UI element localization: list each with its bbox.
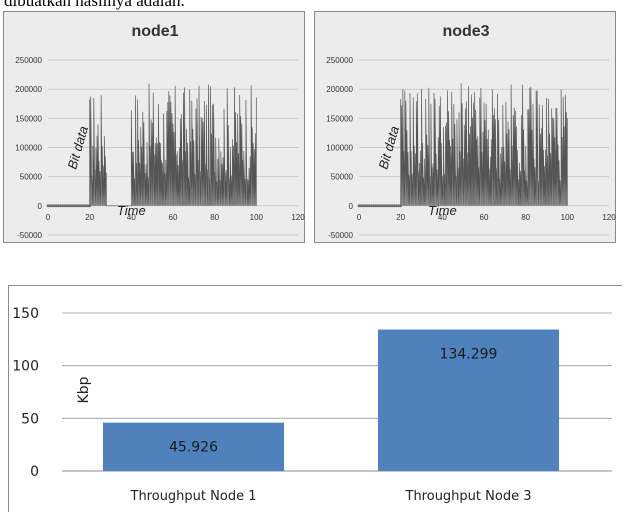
data-point	[61, 204, 64, 208]
series-line	[359, 83, 568, 207]
y-tick-label: 250000	[326, 56, 353, 65]
data-point	[378, 204, 382, 208]
data-point	[71, 204, 75, 208]
x-tick-label: 0	[46, 213, 51, 222]
series-markers	[357, 204, 403, 208]
top-text: dibuatkan hasilnya adalah.	[4, 0, 185, 10]
data-point	[382, 204, 386, 208]
data-point	[359, 204, 363, 208]
data-point	[50, 204, 54, 208]
data-point	[370, 204, 373, 208]
bar	[103, 422, 284, 471]
node1-plot: node1 -50000 0 50000 100000 150000 200000 25000…	[15, 23, 305, 240]
node3-chart: node3 -50000 0 50000 100000 150000 200000 25000…	[314, 11, 616, 243]
data-point	[65, 204, 69, 208]
data-point	[46, 204, 50, 208]
y-tick-label: 150000	[326, 114, 353, 123]
data-point	[388, 204, 392, 208]
data-point	[363, 204, 367, 208]
data-point	[384, 204, 388, 208]
x-tick-label: 80	[210, 213, 219, 222]
data-point	[361, 204, 365, 208]
series-line	[48, 83, 257, 207]
category-label: Throughput Node 1	[130, 489, 257, 504]
data-point	[380, 204, 384, 208]
y-tick-label: 100	[12, 359, 39, 375]
data-point	[390, 204, 394, 208]
x-tick-label: 80	[521, 213, 530, 222]
data-label: 45.926	[169, 440, 218, 456]
data-point	[88, 204, 92, 208]
y-tick-label: 50000	[20, 173, 43, 182]
x-tick-label: 60	[169, 213, 178, 222]
y-tick-label: 0	[38, 202, 43, 211]
throughput-bar-chart: 0 50 100 150 Kbp 45.926 Throughput Node 1 134.2…	[8, 285, 622, 512]
y-axis-label: Kbp	[76, 376, 92, 403]
y-tick-label: 250000	[15, 56, 42, 65]
y-tick-label: 150	[12, 306, 39, 322]
x-tick-label: 20	[396, 213, 405, 222]
y-tick-label: 50000	[331, 173, 354, 182]
data-point	[54, 204, 58, 208]
x-tick-label: 40	[127, 213, 136, 222]
node3-plot: node3 -50000 0 50000 100000 150000 200000 25000…	[326, 23, 616, 240]
y-tick-label: 150000	[15, 114, 42, 123]
data-point	[397, 204, 400, 208]
data-point	[73, 204, 77, 208]
data-point	[386, 204, 390, 208]
data-point	[374, 204, 378, 208]
y-tick-label: 50	[21, 411, 39, 427]
x-tick-label: 120	[291, 213, 305, 222]
data-point	[84, 204, 87, 208]
data-point	[69, 204, 73, 208]
x-tick-label: 60	[480, 213, 489, 222]
x-axis-label: Time	[428, 203, 457, 218]
y-tick-label: -50000	[328, 231, 353, 240]
y-tick-label: -50000	[17, 231, 42, 240]
data-point	[82, 204, 85, 208]
chart-title: node1	[131, 23, 178, 40]
data-point	[399, 204, 403, 208]
data-point	[57, 204, 60, 208]
data-point	[395, 204, 398, 208]
data-point	[59, 204, 62, 208]
data-point	[86, 204, 89, 208]
y-tick-label: 200000	[15, 85, 42, 94]
chart-title: node3	[442, 23, 489, 40]
y-tick-label: 0	[349, 202, 354, 211]
x-tick-label: 40	[438, 213, 447, 222]
y-tick-label: 100000	[15, 144, 42, 153]
data-point	[77, 204, 81, 208]
node1-chart: node1 -50000 0 50000 100000 150000 200000 25000…	[3, 11, 305, 243]
data-point	[48, 204, 52, 208]
category-label: Throughput Node 3	[405, 489, 532, 504]
series-markers	[46, 204, 92, 208]
x-tick-label: 0	[357, 213, 362, 222]
y-tick-label: 0	[30, 464, 39, 480]
data-point	[63, 204, 67, 208]
x-axis-label: Time	[117, 203, 146, 218]
data-point	[67, 204, 71, 208]
data-point	[372, 204, 375, 208]
throughput-plot: 0 50 100 150 Kbp 45.926 Throughput Node 1 134.2…	[12, 306, 612, 504]
data-label: 134.299	[440, 347, 498, 363]
x-tick-label: 20	[85, 213, 94, 222]
y-tick-label: 100000	[326, 144, 353, 153]
data-point	[393, 204, 396, 208]
data-point	[376, 204, 380, 208]
x-tick-label: 100	[561, 213, 575, 222]
data-point	[79, 204, 83, 208]
data-point	[52, 204, 56, 208]
data-point	[357, 204, 361, 208]
data-point	[368, 204, 371, 208]
data-point	[365, 204, 369, 208]
x-tick-label: 100	[250, 213, 264, 222]
y-tick-label: 200000	[326, 85, 353, 94]
bar	[378, 329, 559, 471]
data-point	[75, 204, 79, 208]
x-tick-label: 120	[602, 213, 616, 222]
